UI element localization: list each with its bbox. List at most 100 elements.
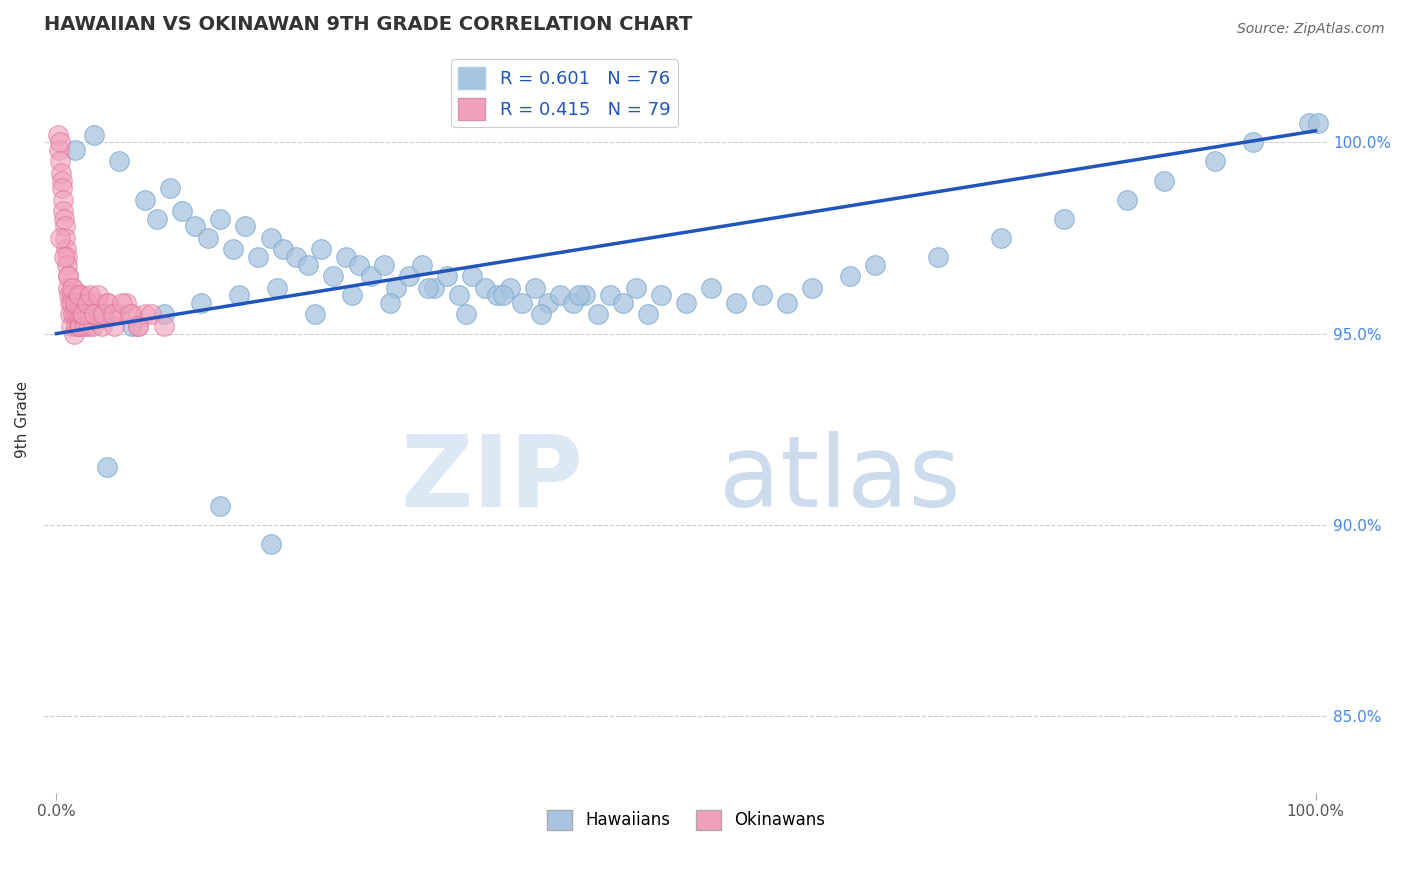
Point xyxy=(55,250,77,264)
Point xyxy=(385,281,408,295)
Point xyxy=(121,308,143,322)
Point xyxy=(990,231,1012,245)
Point xyxy=(60,288,83,302)
Point xyxy=(96,460,118,475)
Point xyxy=(86,296,108,310)
Point xyxy=(209,211,232,226)
Point xyxy=(76,308,98,322)
Point xyxy=(423,281,446,295)
Point xyxy=(49,166,72,180)
Point xyxy=(259,231,281,245)
Point xyxy=(461,269,484,284)
Point xyxy=(335,250,357,264)
Point xyxy=(152,308,174,322)
Point xyxy=(309,243,332,257)
Point xyxy=(59,308,82,322)
Point xyxy=(499,281,522,295)
Point xyxy=(72,308,94,322)
Point xyxy=(52,204,75,219)
Point xyxy=(52,193,75,207)
Point xyxy=(449,288,471,302)
Point xyxy=(56,269,79,284)
Point xyxy=(70,308,93,322)
Point xyxy=(69,296,91,310)
Point xyxy=(49,154,72,169)
Point xyxy=(72,308,94,322)
Point xyxy=(454,308,477,322)
Point xyxy=(512,296,534,310)
Point xyxy=(56,269,79,284)
Point xyxy=(228,288,250,302)
Point xyxy=(139,308,162,322)
Point xyxy=(77,296,100,310)
Point xyxy=(159,181,181,195)
Point xyxy=(134,193,156,207)
Point xyxy=(80,296,103,310)
Point xyxy=(586,308,609,322)
Point xyxy=(233,219,256,234)
Point xyxy=(121,318,143,333)
Point xyxy=(56,258,79,272)
Point xyxy=(58,288,80,302)
Point xyxy=(48,128,70,142)
Point xyxy=(76,296,98,310)
Point xyxy=(360,269,382,284)
Point xyxy=(492,288,515,302)
Point xyxy=(209,499,232,513)
Text: Source: ZipAtlas.com: Source: ZipAtlas.com xyxy=(1237,22,1385,37)
Point xyxy=(67,318,90,333)
Point xyxy=(59,296,82,310)
Point xyxy=(48,143,70,157)
Point xyxy=(1115,193,1137,207)
Point xyxy=(73,296,96,310)
Point xyxy=(800,281,823,295)
Point xyxy=(599,288,621,302)
Point xyxy=(66,296,89,310)
Point xyxy=(96,296,118,310)
Point xyxy=(83,308,105,322)
Text: ZIP: ZIP xyxy=(401,431,583,528)
Point xyxy=(91,308,114,322)
Point xyxy=(548,288,571,302)
Point xyxy=(60,296,83,310)
Point xyxy=(65,318,87,333)
Point xyxy=(82,318,104,333)
Point xyxy=(111,296,134,310)
Point xyxy=(100,308,122,322)
Point xyxy=(271,243,294,257)
Point xyxy=(60,281,83,295)
Point xyxy=(523,281,546,295)
Point xyxy=(59,318,82,333)
Point xyxy=(62,308,84,322)
Point xyxy=(1053,211,1076,226)
Point xyxy=(568,288,591,302)
Point xyxy=(612,296,634,310)
Point xyxy=(266,281,288,295)
Point xyxy=(700,281,723,295)
Point xyxy=(152,318,174,333)
Point xyxy=(67,308,90,322)
Point xyxy=(53,250,76,264)
Point xyxy=(373,258,395,272)
Point xyxy=(1298,116,1320,130)
Point xyxy=(97,296,120,310)
Point xyxy=(75,318,97,333)
Point xyxy=(118,308,141,322)
Point xyxy=(486,288,509,302)
Point xyxy=(65,288,87,302)
Point xyxy=(246,250,269,264)
Point xyxy=(561,296,583,310)
Point xyxy=(51,173,73,187)
Point xyxy=(108,308,131,322)
Point xyxy=(48,136,70,150)
Point xyxy=(637,308,659,322)
Point xyxy=(108,154,131,169)
Point xyxy=(127,318,149,333)
Point xyxy=(63,308,86,322)
Point xyxy=(65,296,87,310)
Point xyxy=(378,296,401,310)
Point xyxy=(79,288,101,302)
Point xyxy=(322,269,344,284)
Point xyxy=(67,288,90,302)
Point xyxy=(87,288,110,302)
